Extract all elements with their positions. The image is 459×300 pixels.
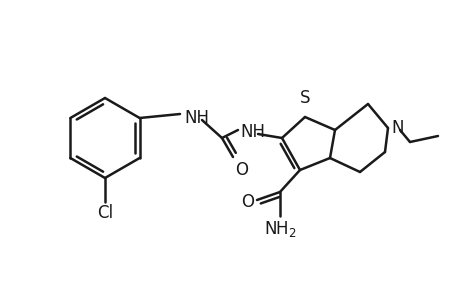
Text: NH: NH <box>184 109 208 127</box>
Text: S: S <box>299 89 309 107</box>
Text: O: O <box>241 193 253 211</box>
Text: NH$_2$: NH$_2$ <box>263 219 296 239</box>
Text: NH: NH <box>240 123 264 141</box>
Text: O: O <box>235 161 247 179</box>
Text: Cl: Cl <box>97 204 113 222</box>
Text: N: N <box>390 119 403 137</box>
